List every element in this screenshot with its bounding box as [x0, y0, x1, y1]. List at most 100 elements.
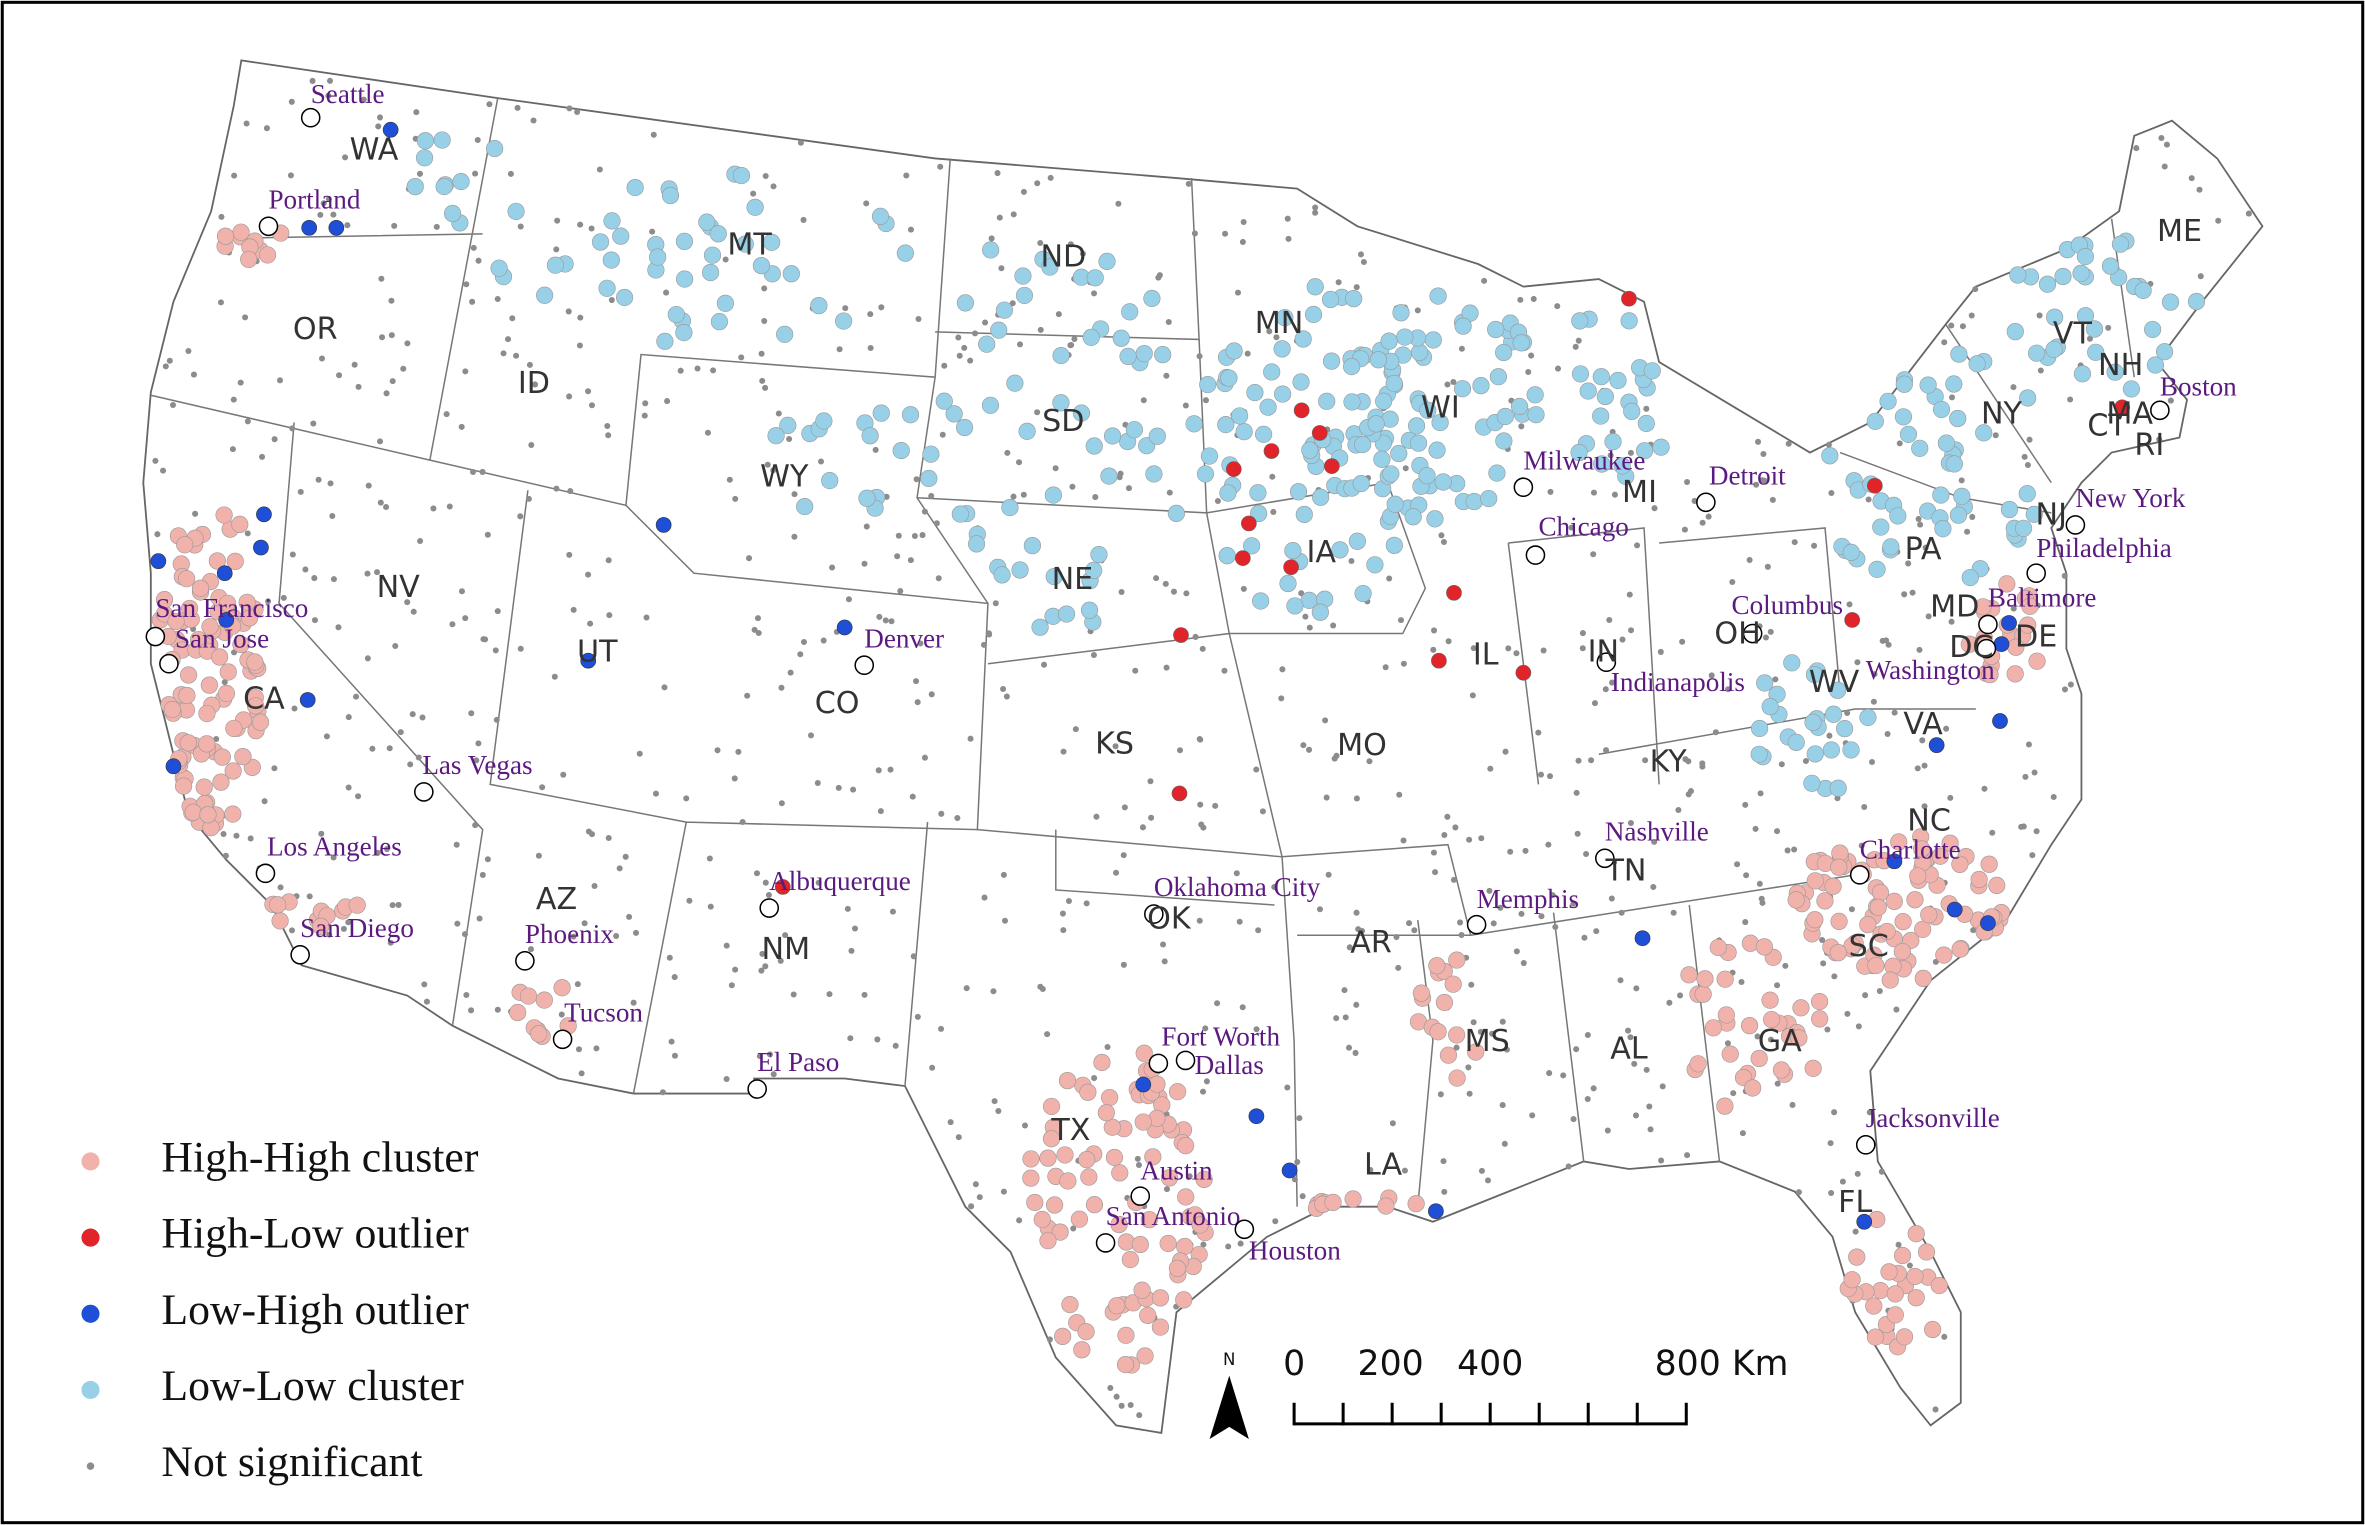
point: [1988, 876, 2006, 894]
point: [369, 745, 376, 752]
point: [302, 566, 309, 573]
point: [517, 223, 524, 230]
point: [1802, 758, 1809, 765]
point: [1852, 1228, 1859, 1235]
point: [263, 125, 270, 132]
point: [1080, 601, 1099, 619]
point: [1219, 484, 1237, 502]
city-marker: [1175, 1050, 1196, 1071]
point: [1191, 230, 1198, 237]
point: [509, 315, 516, 322]
point: [1502, 748, 1509, 755]
point: [1120, 852, 1127, 859]
point: [903, 172, 910, 179]
point: [1182, 402, 1189, 409]
point: [656, 332, 674, 350]
point: [1148, 1075, 1166, 1093]
point: [528, 441, 535, 449]
point: [1975, 424, 1993, 442]
point: [1992, 432, 1999, 439]
point: [709, 225, 727, 243]
point: [941, 362, 948, 369]
point: [1554, 365, 1562, 372]
point: [1625, 1027, 1632, 1034]
point: [1386, 495, 1404, 513]
point: [1132, 667, 1139, 674]
city-label: Columbus: [1732, 590, 1844, 620]
us-outline: [142, 59, 2264, 1434]
point: [1067, 342, 1074, 349]
point: [1367, 415, 1385, 433]
city-label: San Diego: [300, 913, 414, 943]
city-label: Chicago: [1538, 512, 1628, 542]
point: [2163, 141, 2170, 148]
point: [1333, 1015, 1340, 1022]
point: [165, 758, 182, 775]
point: [1951, 940, 1969, 958]
point: [1145, 465, 1163, 483]
point: [1348, 532, 1366, 550]
point: [2054, 267, 2072, 286]
point: [1301, 441, 1319, 459]
point: [312, 917, 330, 935]
point: [470, 244, 477, 251]
point: [2067, 681, 2074, 688]
point: [1107, 1384, 1114, 1391]
point: [845, 596, 852, 603]
city-marker: [552, 1029, 573, 1050]
point: [375, 123, 382, 130]
point: [1061, 1295, 1079, 1314]
point: [200, 676, 218, 694]
point: [277, 884, 284, 891]
point: [560, 771, 567, 778]
point: [1964, 528, 1971, 535]
point: [1552, 923, 1559, 930]
point: [1357, 251, 1365, 258]
point: [663, 289, 670, 296]
point: [2067, 396, 2074, 403]
point: [1495, 343, 1513, 362]
point: [335, 624, 342, 631]
point: [329, 512, 336, 520]
point: [1761, 991, 1779, 1009]
point: [1176, 747, 1184, 754]
city-label: Phoenix: [525, 919, 614, 949]
point: [1118, 1402, 1125, 1409]
point: [1753, 481, 1760, 488]
point: [1202, 397, 1209, 404]
point: [1685, 791, 1692, 798]
point: [2161, 163, 2168, 170]
point: [1283, 559, 1299, 576]
point: [863, 523, 870, 530]
point: [661, 186, 680, 205]
point: [1694, 985, 1712, 1003]
point: [2046, 308, 2064, 326]
point: [1969, 513, 1976, 520]
point: [1472, 377, 1490, 395]
point: [1865, 1297, 1883, 1315]
point: [1842, 543, 1860, 561]
point: [1811, 1010, 1829, 1028]
point: [461, 931, 469, 938]
point: [1896, 440, 1903, 447]
point: [211, 648, 229, 666]
point: [1118, 588, 1125, 596]
point: [1836, 720, 1854, 738]
point: [1540, 647, 1547, 654]
point: [1375, 392, 1393, 410]
point: [1872, 518, 1890, 536]
point: [433, 131, 451, 149]
point: [353, 693, 360, 700]
point: [998, 265, 1005, 272]
point: [342, 154, 349, 161]
point: [1360, 259, 1367, 266]
point: [2021, 453, 2028, 460]
state-label: CA: [243, 681, 285, 716]
point: [493, 716, 500, 723]
point: [163, 700, 181, 719]
point: [1886, 1285, 1904, 1303]
point: [238, 593, 256, 611]
point: [570, 606, 577, 613]
point: [1529, 1112, 1536, 1119]
point: [1921, 803, 1928, 810]
